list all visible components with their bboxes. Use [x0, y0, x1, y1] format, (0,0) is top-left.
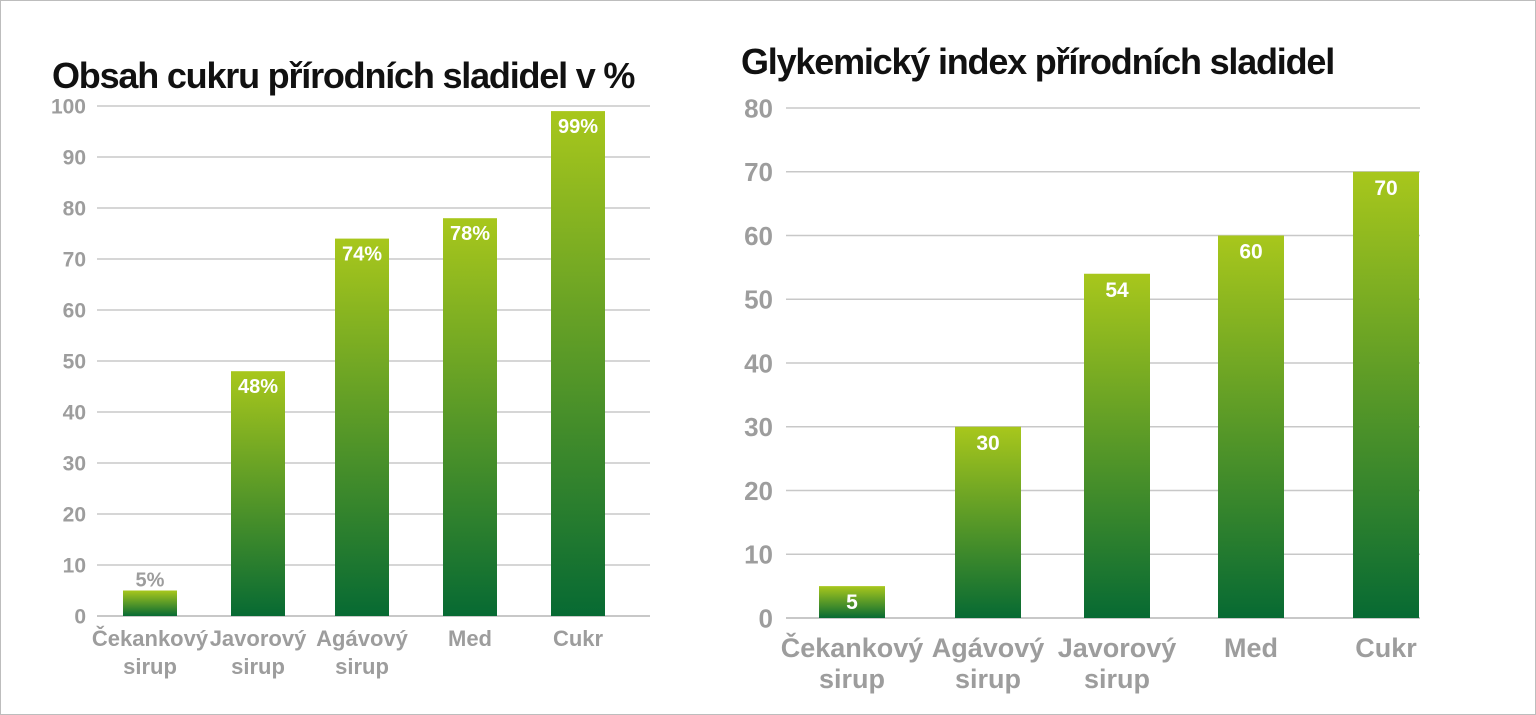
data-label: 74% [342, 244, 382, 266]
y-tick-label: 50 [63, 351, 86, 374]
data-label: 30 [976, 432, 999, 455]
x-category-label: Čekankový [781, 632, 924, 663]
chart-1: 0 10 20 30 40 50 60 70 80 90 100 5% Čekankový sirup 48… [51, 96, 650, 679]
x-category-label: Agávový [932, 633, 1045, 663]
chart-2: 010203040506070805Čekankovýsirup30Agávov… [744, 93, 1420, 694]
bar [1353, 171, 1419, 618]
x-category-label: Med [1224, 633, 1278, 663]
y-tick-label: 40 [744, 348, 773, 378]
data-label: 78% [450, 223, 490, 245]
data-label: 99% [558, 116, 598, 138]
y-tick-label: 60 [744, 221, 773, 251]
bar [231, 371, 285, 616]
x-category-label: sirup [335, 654, 389, 679]
x-category-label: Agávový [316, 626, 408, 651]
x-category-label: Javorový [210, 626, 307, 651]
data-label: 54 [1105, 279, 1129, 302]
bar [551, 111, 605, 616]
x-category-label: sirup [231, 654, 285, 679]
bar [123, 590, 177, 616]
y-tick-label: 70 [63, 249, 86, 272]
y-tick-label: 80 [744, 93, 773, 123]
data-label: 48% [238, 376, 278, 398]
x-category-label: Javorový [1058, 633, 1177, 663]
y-tick-label: 70 [744, 157, 773, 187]
y-tick-label: 90 [63, 147, 86, 170]
y-tick-label: 0 [74, 606, 86, 629]
bar [335, 238, 389, 616]
data-label: 70 [1374, 177, 1397, 200]
x-category-label: Cukr [1355, 633, 1417, 663]
chart-1-title: Obsah cukru přírodních sladidel v % [52, 55, 635, 96]
x-category-label: sirup [123, 654, 177, 679]
y-tick-label: 40 [63, 402, 86, 425]
y-tick-label: 20 [744, 476, 773, 506]
y-tick-label: 10 [63, 555, 86, 578]
x-category-label: sirup [1084, 664, 1150, 694]
data-label: 60 [1239, 241, 1262, 264]
y-tick-label: 20 [63, 504, 86, 527]
bar [955, 426, 1021, 618]
bar [443, 218, 497, 616]
y-tick-label: 0 [759, 603, 773, 633]
y-tick-label: 30 [63, 453, 86, 476]
y-tick-label: 100 [51, 96, 86, 119]
data-label: 5% [136, 570, 165, 592]
y-tick-label: 30 [744, 412, 773, 442]
data-label: 5 [846, 591, 858, 614]
x-category-label: sirup [819, 664, 885, 694]
bar [1084, 273, 1150, 618]
bar [819, 586, 885, 618]
x-category-label: Cukr [553, 626, 604, 651]
x-category-label: Med [448, 626, 492, 651]
chart-2-title: Glykemický index přírodních sladidel [741, 41, 1334, 82]
x-category-label: Čekankový [92, 626, 209, 651]
y-tick-label: 10 [744, 540, 773, 570]
x-category-label: sirup [955, 664, 1021, 694]
y-tick-label: 80 [63, 198, 86, 221]
y-tick-label: 60 [63, 300, 86, 323]
bar [1218, 235, 1284, 618]
y-tick-label: 50 [744, 285, 773, 315]
